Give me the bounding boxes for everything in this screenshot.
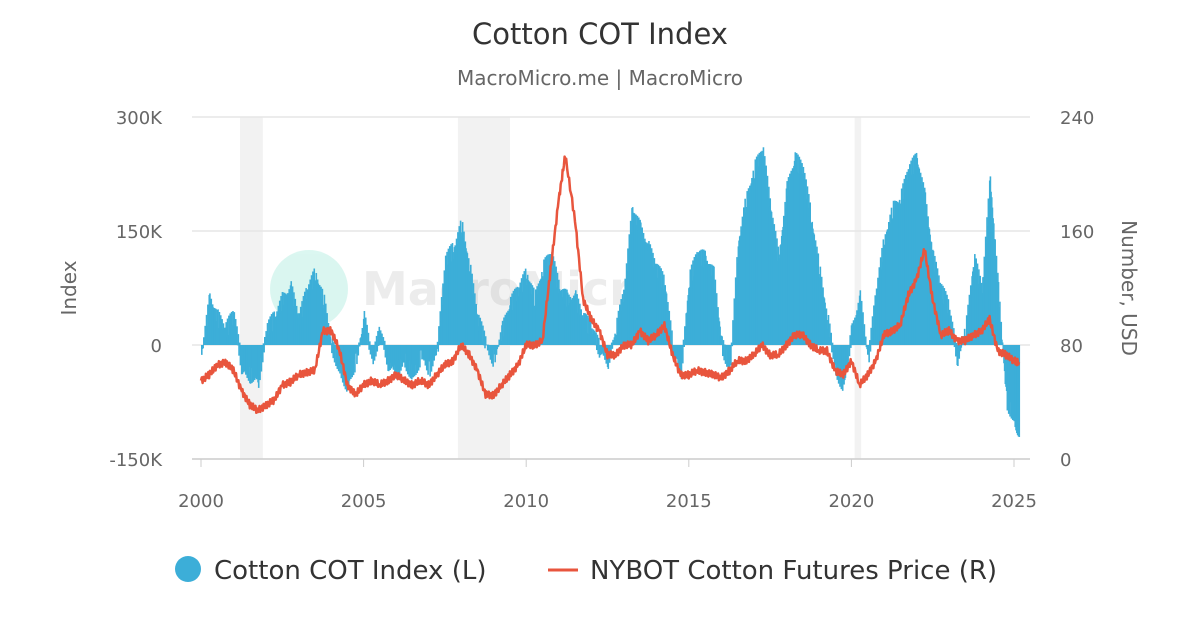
index-bar <box>437 345 439 352</box>
index-bar <box>960 345 962 348</box>
legend-item-index[interactable]: Cotton COT Index (L) <box>175 556 486 586</box>
x-tick-label: 2020 <box>828 491 874 512</box>
index-bar <box>239 343 241 345</box>
index-bar <box>498 345 500 347</box>
index-bar <box>865 337 867 345</box>
index-bar <box>358 345 360 355</box>
left-tick-label: -150K <box>109 450 163 471</box>
left-tick-label: 300K <box>116 108 163 129</box>
left-tick-label: 0 <box>151 336 162 357</box>
index-bar <box>612 345 614 349</box>
index-bar <box>376 345 378 352</box>
legend-label-index: Cotton COT Index (L) <box>214 556 486 586</box>
index-bar <box>384 341 386 345</box>
index-bar <box>683 345 685 347</box>
index-bar <box>484 345 486 348</box>
index-bar <box>1002 342 1004 345</box>
right-axis-label: Number, USD <box>1117 220 1141 356</box>
index-bar <box>730 345 732 365</box>
index-bar <box>850 345 852 348</box>
legend-marker-index <box>175 556 201 582</box>
index-bar <box>359 345 361 347</box>
right-tick-label: 160 <box>1060 222 1094 243</box>
left-axis-label: Index <box>57 260 81 315</box>
index-bar <box>682 345 684 363</box>
index-bar <box>263 345 265 352</box>
left-tick-label: 150K <box>116 222 163 243</box>
x-tick-label: 2010 <box>503 491 549 512</box>
index-bar <box>671 330 673 345</box>
recession-band <box>855 117 862 459</box>
index-bar <box>1018 345 1020 437</box>
index-bar <box>378 345 380 346</box>
x-tick-label: 2015 <box>666 491 712 512</box>
left-axis-ticks: -150K 0 150K 300K <box>109 108 163 471</box>
right-tick-label: 0 <box>1060 450 1071 471</box>
x-tick-label: 2005 <box>341 491 387 512</box>
index-bar <box>870 345 872 352</box>
legend-item-price[interactable]: NYBOT Cotton Futures Price (R) <box>548 556 997 586</box>
chart-subtitle: MacroMicro.me | MacroMicro <box>457 66 743 90</box>
index-bar <box>731 345 733 346</box>
x-tick-label: 2025 <box>991 491 1037 512</box>
index-bar <box>369 341 371 345</box>
index-bar <box>832 343 834 345</box>
index-bar <box>598 338 600 345</box>
right-tick-label: 240 <box>1060 108 1094 129</box>
right-axis-ticks: 0 80 160 240 <box>1060 108 1094 471</box>
index-bar <box>723 340 725 345</box>
index-bar <box>202 345 204 348</box>
index-bar <box>485 336 487 345</box>
legend-label-price: NYBOT Cotton Futures Price (R) <box>590 556 997 586</box>
chart-title: Cotton COT Index <box>472 17 728 51</box>
right-tick-label: 80 <box>1060 336 1083 357</box>
x-axis-ticks: 2000 2005 2010 2015 2020 2025 <box>178 459 1037 512</box>
x-tick-label: 2000 <box>178 491 224 512</box>
index-bar <box>956 343 958 345</box>
